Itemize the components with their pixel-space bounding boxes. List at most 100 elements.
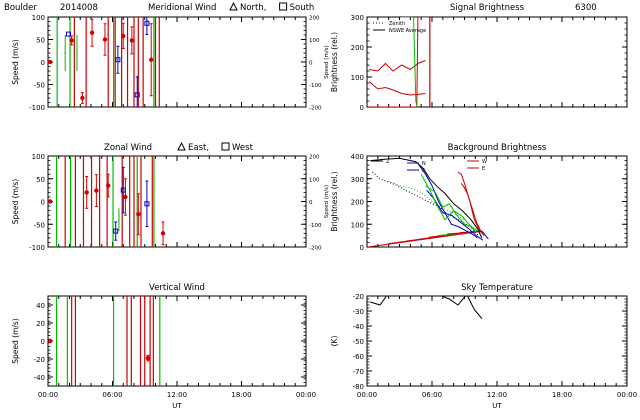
y-tick-label: 300 xyxy=(351,14,364,22)
y-tick-label: 50 xyxy=(36,176,45,184)
y-axis-label: Speed (m/s) xyxy=(11,318,20,364)
wavelength-label: 6300 xyxy=(575,3,597,13)
data-point xyxy=(65,31,71,37)
x-axis-label: UT xyxy=(172,402,182,410)
panel-title: Meridional Wind xyxy=(148,3,216,13)
panel-title: Signal Brightness xyxy=(450,3,525,13)
panel-title: Zonal Wind xyxy=(104,143,152,153)
y-tick-label: 100 xyxy=(32,153,45,161)
y-tick-label: 0 xyxy=(41,59,45,67)
y-tick-label: -60 xyxy=(353,353,364,361)
y-right-tick-label: -100 xyxy=(309,83,322,89)
y-tick-label: -100 xyxy=(29,244,45,252)
panel-background-brightness: 0 100 200 300 400 Brightness (rel.) Background… xyxy=(330,143,628,252)
x-tick-label: 00:00 xyxy=(617,391,637,399)
panel-vertical-wind: 00:00 06:00 12:00 18:00 00:00 UT -40 -20 0 20 40 Sp… xyxy=(11,283,316,410)
y-tick-label: -30 xyxy=(353,308,364,316)
x-tick-label: 00:00 xyxy=(296,391,316,399)
series-line xyxy=(425,185,477,233)
data-point xyxy=(48,59,53,65)
legend-label: S xyxy=(422,168,425,174)
series-line xyxy=(370,296,483,319)
axes-frame xyxy=(47,295,307,387)
panel-title: Vertical Wind xyxy=(149,283,205,293)
y-tick-label: 400 xyxy=(351,153,364,161)
legend-label: W xyxy=(482,159,487,165)
plot-area xyxy=(48,296,161,386)
y-tick-label: -80 xyxy=(353,383,364,391)
y-tick-label: -50 xyxy=(34,221,45,229)
data-point xyxy=(113,228,119,234)
y-right-tick-label: -200 xyxy=(309,246,322,252)
data-point xyxy=(121,33,126,39)
data-point xyxy=(145,355,151,361)
station-name: Boulder xyxy=(4,3,37,13)
data-point xyxy=(106,183,111,188)
y-tick-label: -40 xyxy=(353,323,364,331)
y-right-tick-label: 100 xyxy=(309,177,320,183)
data-point xyxy=(94,188,99,193)
series-line xyxy=(400,17,418,107)
y-tick-label: 0 xyxy=(41,199,45,207)
data-point xyxy=(144,201,150,207)
legend-label: E xyxy=(482,166,485,172)
y-tick-label: -50 xyxy=(34,82,45,90)
legend-label: N xyxy=(422,161,426,167)
data-point xyxy=(89,30,95,35)
data-point xyxy=(134,92,140,98)
square-icon xyxy=(279,2,288,11)
data-point xyxy=(149,57,154,62)
y-axis-label: Speed (m/s) xyxy=(11,179,20,225)
legend-label: NSWE Average xyxy=(389,28,426,34)
y-tick-label: 0 xyxy=(360,244,364,252)
y-right-axis-label: Speed (m/s) xyxy=(324,45,330,78)
square-icon xyxy=(221,142,230,151)
y-right-axis-label: Speed (m/s) xyxy=(324,185,330,218)
x-tick-label: 00:00 xyxy=(357,391,377,399)
y-tick-label: -20 xyxy=(34,356,45,364)
data-point xyxy=(123,194,128,200)
y-tick-label: -100 xyxy=(29,104,45,112)
y-right-tick-label: 0 xyxy=(309,61,313,67)
plot-area xyxy=(48,17,160,107)
axes-frame xyxy=(366,155,628,248)
x-tick-label: 00:00 xyxy=(38,391,58,399)
panel-signal-brightness: 0 100 200 300 Brightness (rel.) Signal Bright… xyxy=(330,3,628,112)
y-tick-label: 200 xyxy=(351,44,364,52)
series-line xyxy=(370,157,483,239)
y-axis-label: Brightness (rel.) xyxy=(330,171,339,231)
legend-label: East, xyxy=(188,143,209,153)
panel-meridional-wind: -100 -50 0 50 100 Speed (m/s) -200 -100 0 100 200 S… xyxy=(4,1,330,112)
panel-title: Background Brightness xyxy=(448,143,547,153)
legend-label: West xyxy=(232,143,254,153)
legend-label: Z xyxy=(386,159,390,165)
x-axis-label: UT xyxy=(492,402,502,410)
y-right-tick-label: -100 xyxy=(309,223,322,229)
series-line xyxy=(369,17,429,107)
x-tick-label: 12:00 xyxy=(167,391,187,399)
data-point xyxy=(102,37,108,42)
legend-label: North, xyxy=(240,3,266,13)
y-tick-label: 100 xyxy=(351,74,364,82)
y-tick-label: -70 xyxy=(353,368,364,376)
y-tick-label: 100 xyxy=(32,14,45,22)
panel-title: Sky Temperature xyxy=(461,283,533,293)
plot-area xyxy=(368,17,431,107)
y-axis-label: Brightness (rel.) xyxy=(330,32,339,92)
y-right-tick-label: -200 xyxy=(309,106,322,112)
y-right-tick-label: 200 xyxy=(309,155,320,161)
legend-label: Zenith xyxy=(389,21,405,27)
y-right-tick-label: 0 xyxy=(309,200,313,206)
y-tick-label: -50 xyxy=(353,338,364,346)
y-tick-label: -40 xyxy=(34,374,45,382)
y-right-tick-label: 100 xyxy=(309,38,320,44)
y-tick-label: 0 xyxy=(360,104,364,112)
triangle-icon xyxy=(177,141,186,151)
legend-label: South xyxy=(290,3,315,13)
data-point xyxy=(80,95,85,101)
data-point xyxy=(144,20,150,26)
data-point xyxy=(129,38,135,43)
y-tick-label: 20 xyxy=(36,320,45,328)
triangle-icon xyxy=(229,1,238,11)
